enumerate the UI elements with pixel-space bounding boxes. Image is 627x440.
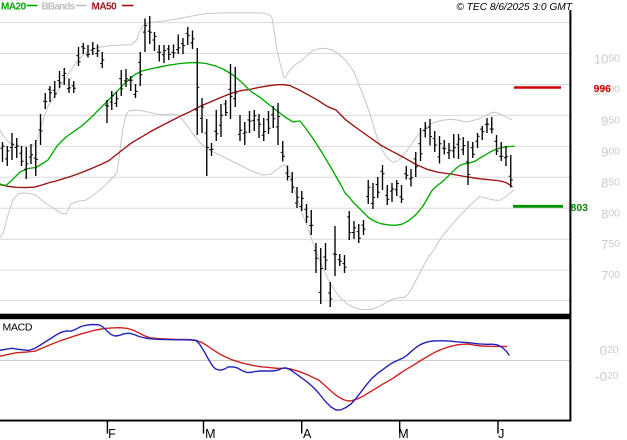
svg-text:MACD: MACD (3, 322, 33, 334)
svg-text:850: 850 (601, 175, 620, 190)
svg-text:© TEC 8/6/2025 3:0 GMT: © TEC 8/6/2025 3:0 GMT (456, 2, 572, 13)
svg-text:750: 750 (601, 237, 620, 252)
svg-text:803: 803 (571, 202, 589, 214)
svg-text:MA50: MA50 (92, 2, 118, 13)
svg-text:M: M (398, 427, 408, 440)
svg-text:950: 950 (601, 113, 620, 128)
svg-text:700: 700 (601, 268, 620, 283)
svg-text:M: M (205, 427, 215, 440)
svg-text:1050: 1050 (594, 52, 620, 67)
svg-text:-020: -020 (595, 369, 618, 384)
svg-text:800: 800 (601, 206, 620, 221)
svg-text:900: 900 (601, 144, 620, 159)
svg-text:J: J (498, 427, 504, 440)
svg-text:MA20: MA20 (1, 2, 27, 13)
svg-text:BBands: BBands (42, 2, 76, 13)
svg-text:020: 020 (600, 343, 619, 358)
svg-text:996: 996 (594, 83, 612, 95)
svg-text:1000: 1000 (594, 83, 620, 98)
svg-text:A: A (303, 427, 312, 440)
svg-text:F: F (108, 427, 116, 440)
